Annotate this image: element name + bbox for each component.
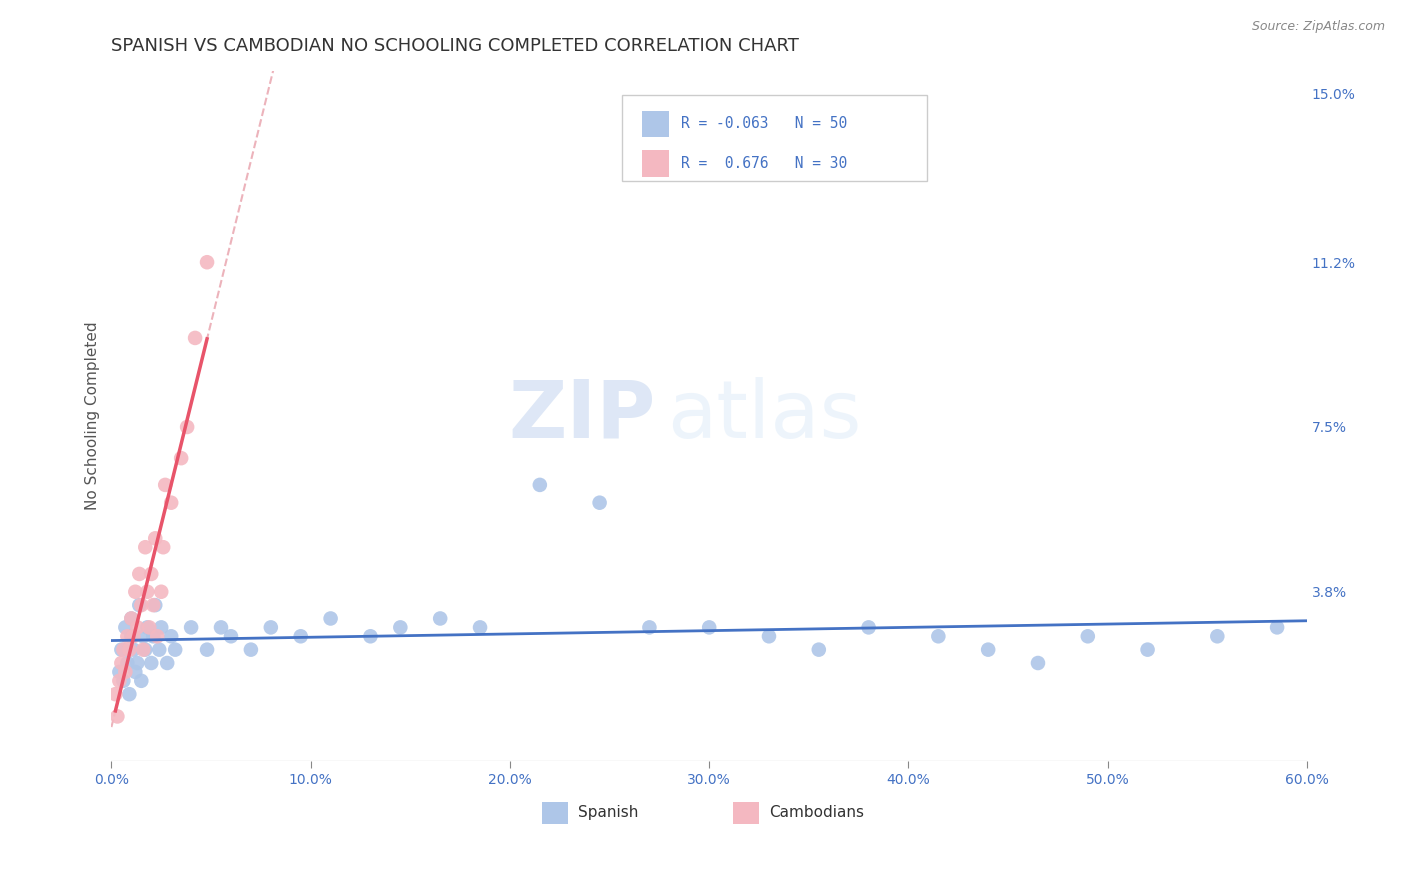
- Point: [260, 620, 283, 634]
- Point: [127, 620, 149, 634]
- Text: Spanish: Spanish: [578, 805, 638, 821]
- Point: [146, 629, 169, 643]
- Point: [118, 687, 141, 701]
- Point: [184, 331, 207, 345]
- Point: [128, 566, 150, 581]
- Point: [117, 656, 139, 670]
- Point: [160, 629, 183, 643]
- Point: [104, 687, 127, 701]
- Text: SPANISH VS CAMBODIAN NO SCHOOLING COMPLETED CORRELATION CHART: SPANISH VS CAMBODIAN NO SCHOOLING COMPLE…: [111, 37, 799, 55]
- Point: [180, 620, 202, 634]
- Point: [108, 665, 131, 679]
- Point: [160, 496, 183, 510]
- Point: [129, 598, 152, 612]
- Point: [122, 629, 145, 643]
- Text: ZIP: ZIP: [508, 376, 655, 455]
- Point: [136, 584, 159, 599]
- Point: [136, 620, 159, 634]
- Point: [124, 665, 146, 679]
- Point: [359, 629, 381, 643]
- Point: [142, 629, 165, 643]
- Point: [117, 629, 139, 643]
- Point: [195, 255, 218, 269]
- Point: [290, 629, 312, 643]
- Point: [165, 642, 187, 657]
- Point: [129, 673, 152, 688]
- Point: [588, 496, 610, 510]
- Point: [141, 656, 163, 670]
- Point: [468, 620, 491, 634]
- Point: [134, 642, 156, 657]
- Point: [389, 620, 412, 634]
- Point: [176, 420, 198, 434]
- Text: atlas: atlas: [668, 376, 862, 455]
- Point: [132, 629, 155, 643]
- Point: [219, 629, 242, 643]
- Point: [697, 620, 720, 634]
- Y-axis label: No Schooling Completed: No Schooling Completed: [86, 321, 100, 510]
- Point: [1265, 620, 1288, 634]
- Point: [141, 566, 163, 581]
- Point: [138, 620, 160, 634]
- FancyBboxPatch shape: [733, 802, 759, 824]
- Point: [156, 656, 179, 670]
- Point: [758, 629, 780, 643]
- Point: [110, 656, 132, 670]
- Point: [150, 620, 173, 634]
- Point: [118, 642, 141, 657]
- Point: [155, 478, 177, 492]
- Text: R =  0.676   N = 30: R = 0.676 N = 30: [681, 156, 846, 171]
- Point: [127, 656, 149, 670]
- Point: [108, 673, 131, 688]
- Point: [134, 540, 156, 554]
- Point: [807, 642, 830, 657]
- Point: [114, 665, 136, 679]
- Point: [638, 620, 661, 634]
- Point: [1136, 642, 1159, 657]
- Point: [170, 451, 193, 466]
- Point: [110, 642, 132, 657]
- Text: Cambodians: Cambodians: [769, 805, 863, 821]
- Point: [529, 478, 551, 492]
- Point: [319, 611, 342, 625]
- Point: [132, 642, 155, 657]
- Point: [122, 642, 145, 657]
- Point: [120, 629, 142, 643]
- Point: [977, 642, 1000, 657]
- Point: [239, 642, 262, 657]
- Point: [1206, 629, 1229, 643]
- Point: [143, 598, 166, 612]
- Point: [105, 709, 128, 723]
- Point: [112, 673, 135, 688]
- Point: [150, 584, 173, 599]
- Point: [142, 598, 165, 612]
- Point: [429, 611, 451, 625]
- Point: [120, 611, 142, 625]
- Point: [209, 620, 232, 634]
- Text: R = -0.063   N = 50: R = -0.063 N = 50: [681, 116, 846, 131]
- FancyBboxPatch shape: [621, 95, 927, 181]
- Point: [124, 584, 146, 599]
- Point: [152, 540, 174, 554]
- Point: [143, 531, 166, 545]
- Point: [1077, 629, 1099, 643]
- Point: [927, 629, 949, 643]
- FancyBboxPatch shape: [643, 151, 668, 177]
- Point: [148, 642, 170, 657]
- Point: [1026, 656, 1049, 670]
- Point: [112, 642, 135, 657]
- Point: [128, 598, 150, 612]
- Point: [858, 620, 880, 634]
- FancyBboxPatch shape: [541, 802, 568, 824]
- Point: [120, 611, 142, 625]
- Text: Source: ZipAtlas.com: Source: ZipAtlas.com: [1251, 20, 1385, 33]
- FancyBboxPatch shape: [643, 111, 668, 136]
- Point: [195, 642, 218, 657]
- Point: [114, 620, 136, 634]
